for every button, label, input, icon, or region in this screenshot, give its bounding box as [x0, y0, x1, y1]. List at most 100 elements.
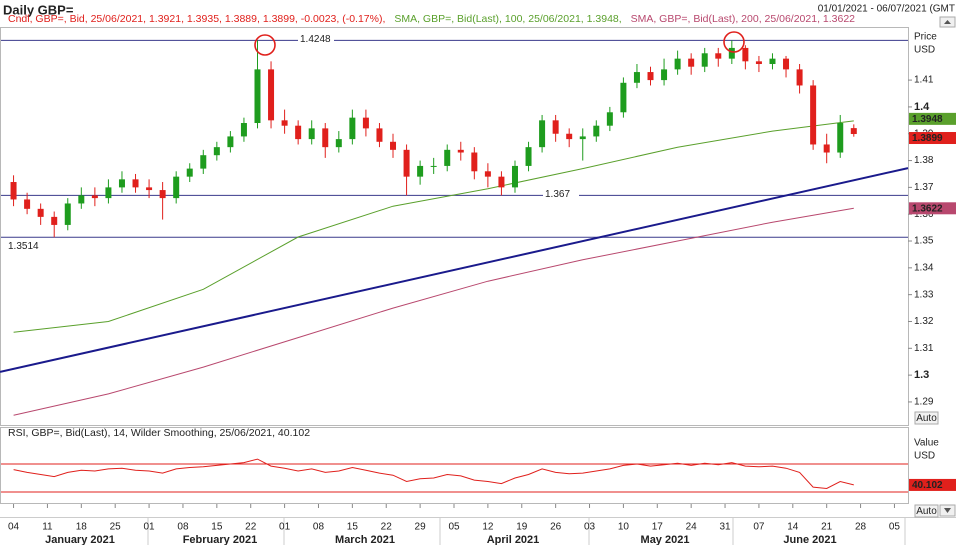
- x-tick-label: 10: [618, 522, 630, 533]
- candle-body: [728, 47, 735, 59]
- y-axis-unit: USD: [914, 451, 935, 462]
- y-tick-label: 1.3: [914, 369, 929, 381]
- auto-button[interactable]: [914, 504, 939, 518]
- scroll-arrow: [944, 508, 951, 513]
- candle-body: [64, 203, 71, 225]
- candle-body: [159, 190, 166, 199]
- last-value-box: [909, 202, 956, 215]
- level-label-bg: [6, 240, 42, 253]
- level-label: 1.3514: [8, 241, 39, 252]
- candle-body: [118, 179, 125, 188]
- candle-body: [91, 195, 98, 199]
- date-range: 01/01/2021 - 06/07/2021 (GMT: [818, 4, 955, 15]
- candle-body: [783, 58, 790, 70]
- candle-body: [457, 149, 464, 153]
- candle-body: [511, 165, 518, 188]
- y-axis-title: Value: [914, 438, 939, 449]
- candle-body: [647, 72, 654, 81]
- y-tick-label: 1.34: [914, 262, 934, 273]
- y-axis-unit: USD: [914, 45, 935, 56]
- candle-body: [37, 208, 44, 217]
- x-tick-label: 08: [313, 522, 325, 533]
- highlight-circle: [723, 31, 745, 53]
- candle-body: [362, 117, 369, 129]
- x-tick-label: 24: [686, 522, 698, 533]
- x-tick-label: 29: [415, 522, 427, 533]
- y-tick-label: 1.31: [914, 343, 934, 354]
- candle-body: [390, 141, 397, 150]
- candle-body: [281, 120, 288, 126]
- candle-body: [850, 128, 857, 135]
- x-tick-label: 17: [652, 522, 664, 533]
- x-tick-label: 22: [245, 522, 257, 533]
- candle-body: [349, 117, 356, 140]
- candle-body: [227, 136, 234, 148]
- last-value-label: 1.3899: [912, 133, 943, 144]
- highlight-circle: [254, 34, 276, 56]
- y-tick-label: 1.37: [914, 182, 934, 193]
- candle-body: [810, 85, 817, 145]
- candle-body: [755, 61, 762, 65]
- candle-body: [146, 187, 153, 191]
- sma200-legend: SMA, GBP=, Bid(Last), 200, 25/06/2021, 1…: [631, 13, 856, 25]
- candle-body: [430, 165, 437, 167]
- candle-legend: Cndl, GBP=, Bid, 25/06/2021, 1.3921, 1.3…: [8, 13, 385, 25]
- last-value-label: 1.3948: [912, 114, 943, 125]
- candle-body: [701, 53, 708, 67]
- level-label: 1.367: [545, 189, 570, 200]
- y-tick-label: 1.32: [914, 316, 934, 327]
- candle-body: [620, 82, 627, 113]
- x-tick-label: 18: [76, 522, 88, 533]
- candle-body: [240, 123, 247, 137]
- sma100-legend: SMA, GBP=, Bid(Last), 100, 25/06/2021, 1…: [394, 13, 621, 25]
- candle-body: [525, 147, 532, 166]
- candle-body: [254, 69, 261, 124]
- candle-body: [471, 152, 478, 172]
- candle-body: [484, 171, 491, 177]
- last-value-label: 40.102: [912, 480, 943, 491]
- price-panel-frame: [0, 27, 909, 426]
- rsi-line: [13, 458, 854, 490]
- y-tick-label: 1.4: [914, 101, 930, 113]
- y-tick-label: 1.41: [914, 75, 934, 86]
- candle-body: [200, 155, 207, 169]
- rsi-plot: [1, 458, 908, 493]
- x-tick-label: 04: [8, 522, 20, 533]
- auto-button[interactable]: [914, 411, 939, 425]
- x-tick-label: 25: [110, 522, 122, 533]
- window-title: Daily GBP=: [3, 2, 74, 17]
- candle-body: [688, 58, 695, 67]
- candle-body: [51, 216, 58, 225]
- candle-body: [417, 165, 424, 177]
- candle-body: [173, 176, 180, 199]
- candle-body: [566, 133, 573, 140]
- month-label: June 2021: [783, 534, 836, 545]
- candle-body: [593, 125, 600, 137]
- candle-body: [796, 69, 803, 86]
- candle-body: [715, 53, 722, 59]
- rsi-legend: RSI, GBP=, Bid(Last), 14, Wilder Smoothi…: [8, 427, 310, 439]
- candle-body: [376, 128, 383, 142]
- x-tick-label: 03: [584, 522, 596, 533]
- trend-line: [0, 167, 909, 373]
- candle-body: [552, 120, 559, 134]
- scroll-arrow: [944, 20, 951, 24]
- candle-body: [10, 182, 17, 200]
- candle-body: [674, 58, 681, 70]
- x-tick-label: 22: [381, 522, 393, 533]
- level-label: 1.4248: [300, 34, 331, 45]
- candle-body: [633, 72, 640, 83]
- auto-button-label: Auto: [916, 413, 937, 424]
- month-label: January 2021: [45, 534, 115, 545]
- x-tick-label: 01: [144, 522, 156, 533]
- y-tick-label: 1.36: [914, 209, 934, 220]
- auto-button-label: Auto: [916, 506, 937, 517]
- x-tick-label: 15: [211, 522, 223, 533]
- candle-body: [837, 123, 844, 153]
- x-tick-label: 26: [550, 522, 562, 533]
- candle-body: [335, 139, 342, 148]
- x-tick-label: 14: [787, 522, 799, 533]
- last-value-box: [909, 478, 956, 491]
